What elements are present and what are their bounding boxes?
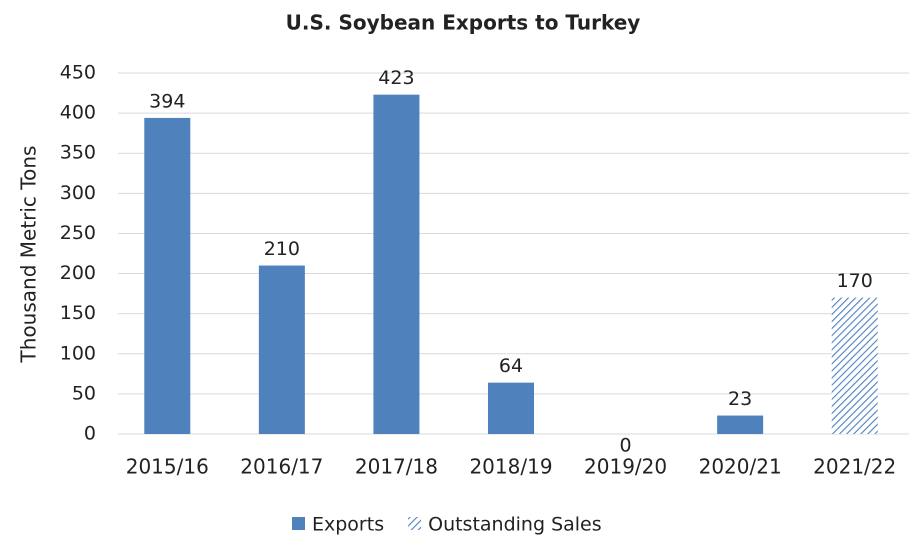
data-label: 170	[837, 270, 873, 292]
y-tick-label: 200	[60, 262, 96, 284]
chart-title: U.S. Soybean Exports to Turkey	[286, 11, 641, 35]
y-tick-label: 150	[60, 302, 96, 324]
legend-swatch	[408, 517, 422, 530]
x-tick-label: 2021/22	[813, 455, 896, 479]
x-tick-label: 2016/17	[240, 455, 323, 479]
data-label: 64	[499, 355, 523, 377]
x-tick-label: 2018/19	[469, 455, 552, 479]
y-tick-label: 0	[84, 423, 96, 445]
y-tick-label: 350	[60, 142, 96, 164]
bar	[831, 297, 878, 434]
data-label: 423	[378, 67, 414, 89]
bar	[258, 265, 305, 434]
y-tick-label: 100	[60, 342, 96, 364]
x-tick-label: 2015/16	[126, 455, 209, 479]
y-tick-label: 400	[60, 102, 96, 124]
y-axis-label: Thousand Metric Tons	[17, 146, 41, 364]
data-label: 0	[620, 435, 632, 457]
y-tick-label: 450	[60, 62, 96, 84]
bar	[373, 94, 420, 434]
bar	[144, 117, 191, 435]
y-tick-label: 250	[60, 222, 96, 244]
data-label: 210	[264, 238, 300, 260]
x-tick-label: 2017/18	[355, 455, 438, 479]
x-tick-label: 2020/21	[699, 455, 782, 479]
data-label: 23	[728, 388, 752, 410]
x-tick-label: 2019/20	[584, 455, 667, 479]
data-label: 394	[149, 90, 185, 112]
legend-label: Outstanding Sales	[428, 514, 602, 536]
y-tick-label: 50	[72, 382, 96, 404]
bar	[717, 415, 764, 434]
y-tick-label: 300	[60, 182, 96, 204]
legend-swatch	[292, 517, 305, 530]
bar	[488, 382, 534, 434]
legend-label: Exports	[312, 514, 384, 536]
